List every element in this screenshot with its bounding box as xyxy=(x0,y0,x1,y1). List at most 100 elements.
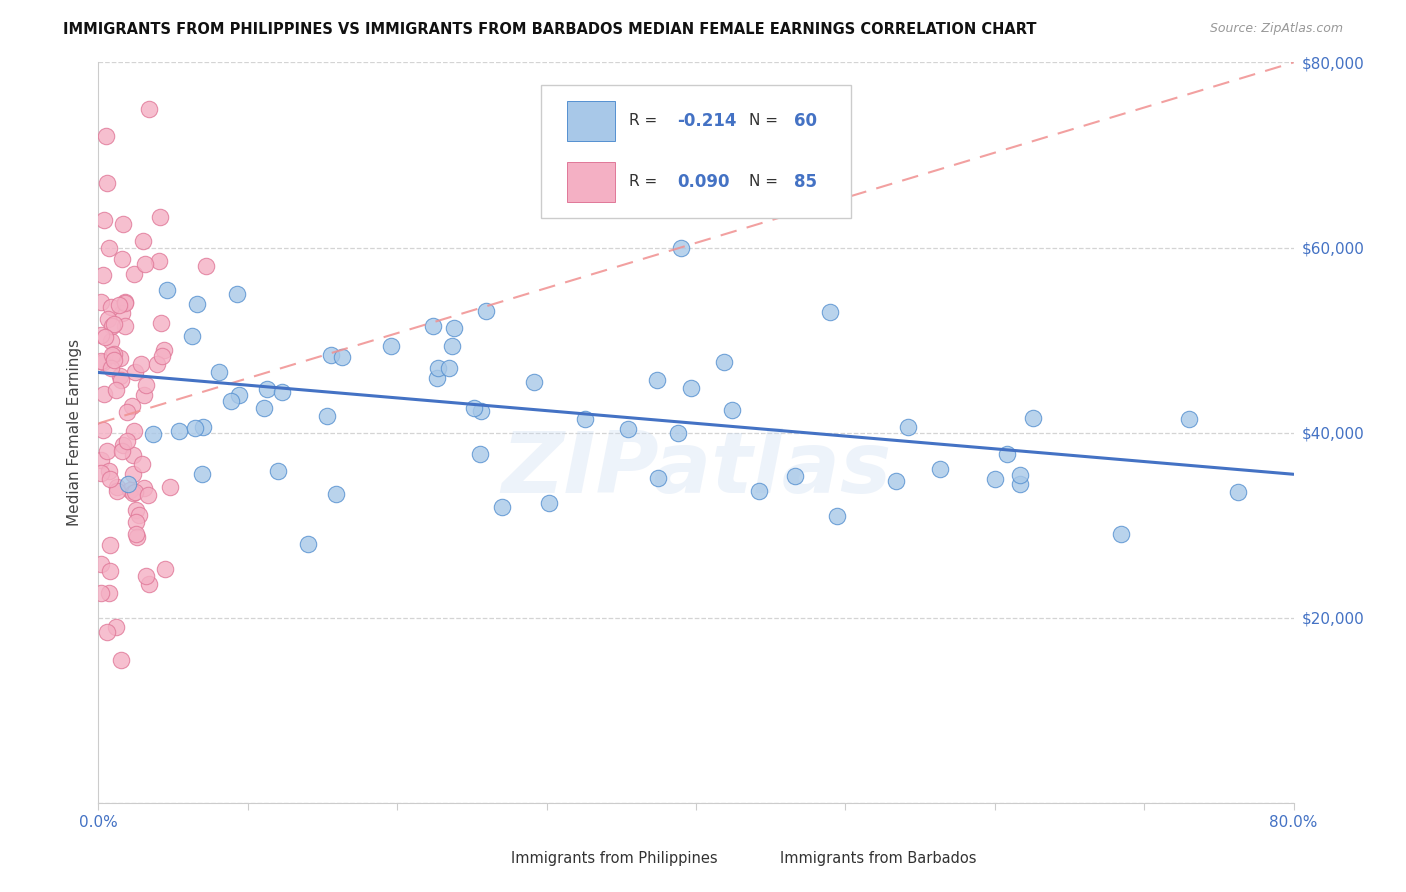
Point xyxy=(121,486,143,500)
Point xyxy=(100,334,122,348)
Point xyxy=(112,437,135,451)
Point xyxy=(124,502,146,516)
Point xyxy=(1008,468,1031,483)
Point xyxy=(138,102,160,116)
Point xyxy=(111,252,134,266)
Point xyxy=(132,481,155,495)
Point xyxy=(94,129,117,144)
Point xyxy=(1226,484,1249,499)
Point xyxy=(253,401,276,415)
Point xyxy=(96,444,118,458)
Point xyxy=(256,382,278,396)
Point xyxy=(117,405,139,419)
Point xyxy=(666,425,689,440)
Point xyxy=(90,295,112,310)
Point xyxy=(984,472,1007,486)
Point xyxy=(713,355,735,369)
Point xyxy=(1022,410,1045,425)
Point xyxy=(91,423,114,437)
Point xyxy=(647,471,669,485)
Point xyxy=(159,480,181,494)
Bar xyxy=(738,847,773,871)
Point xyxy=(219,393,242,408)
Point xyxy=(669,240,692,255)
Point xyxy=(96,624,118,639)
Point xyxy=(122,449,145,463)
Point xyxy=(463,401,485,415)
Bar xyxy=(567,161,614,202)
Point xyxy=(134,257,156,271)
Point xyxy=(142,427,165,442)
Point xyxy=(897,420,920,434)
Point xyxy=(1010,476,1032,491)
Point xyxy=(1109,527,1132,541)
Point xyxy=(91,355,114,369)
Point xyxy=(748,484,770,499)
Point xyxy=(884,475,907,489)
Text: R =: R = xyxy=(628,174,662,189)
Point xyxy=(90,328,112,343)
Point xyxy=(426,371,449,385)
Point xyxy=(93,386,115,401)
Point xyxy=(319,348,342,362)
Point xyxy=(105,619,128,633)
Point xyxy=(110,368,132,383)
Point xyxy=(100,360,122,375)
Point xyxy=(100,319,122,334)
Point xyxy=(156,283,179,297)
Y-axis label: Median Female Earnings: Median Female Earnings xyxy=(67,339,83,526)
Point xyxy=(167,424,190,438)
Point xyxy=(97,464,120,478)
Point xyxy=(97,240,120,255)
Point xyxy=(441,338,464,352)
Point xyxy=(995,447,1018,461)
Point xyxy=(149,316,172,330)
Point xyxy=(105,484,128,499)
Point xyxy=(132,388,155,402)
Point xyxy=(90,452,112,467)
Point xyxy=(114,318,136,333)
Point xyxy=(98,538,121,552)
Point xyxy=(191,420,214,434)
Point xyxy=(191,467,214,481)
Point xyxy=(297,536,319,550)
Point xyxy=(90,353,112,368)
Point xyxy=(146,357,169,371)
Point xyxy=(93,212,115,227)
Point xyxy=(380,339,402,353)
Point xyxy=(538,496,561,510)
Point xyxy=(150,349,173,363)
Point xyxy=(195,259,218,273)
Point xyxy=(720,403,742,417)
Point xyxy=(825,509,848,524)
Point xyxy=(155,561,177,575)
Point xyxy=(443,321,465,335)
Point xyxy=(135,377,157,392)
Point xyxy=(439,361,461,376)
Text: 85: 85 xyxy=(794,173,817,191)
Point xyxy=(97,312,120,326)
Point xyxy=(422,318,444,333)
Point xyxy=(183,421,205,435)
Point xyxy=(186,297,208,311)
Point xyxy=(153,343,176,357)
Bar xyxy=(470,847,505,871)
Point xyxy=(228,388,250,402)
Text: 0.090: 0.090 xyxy=(676,173,730,191)
Point xyxy=(470,404,492,418)
Point xyxy=(91,268,114,283)
Point xyxy=(103,347,125,361)
Point xyxy=(105,480,128,494)
Point xyxy=(114,294,136,309)
Point xyxy=(474,303,496,318)
Point xyxy=(138,577,160,591)
Point xyxy=(226,286,249,301)
Point xyxy=(129,357,152,371)
Point xyxy=(330,350,353,364)
Point xyxy=(110,351,132,365)
Point xyxy=(149,211,172,225)
Point xyxy=(820,305,842,319)
Text: Source: ZipAtlas.com: Source: ZipAtlas.com xyxy=(1209,22,1343,36)
Point xyxy=(316,409,339,423)
Text: 60: 60 xyxy=(794,112,817,130)
